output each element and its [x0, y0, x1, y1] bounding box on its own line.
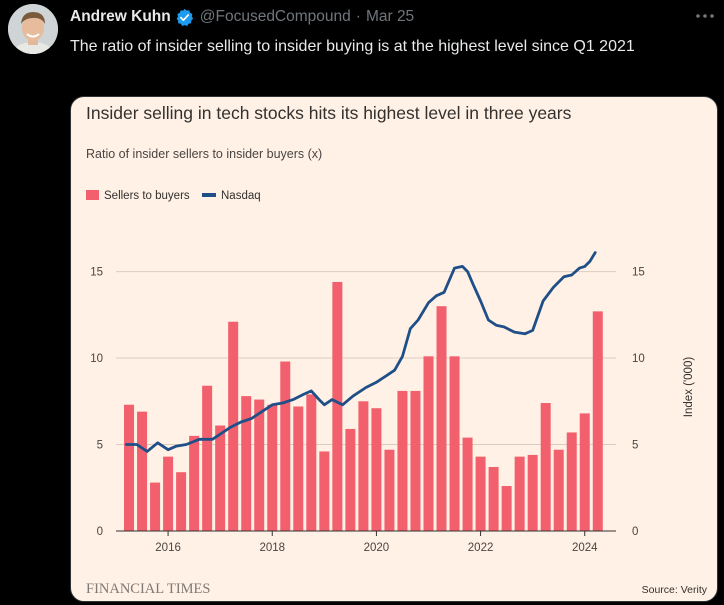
legend-line-swatch: [202, 193, 216, 197]
bar: [280, 361, 291, 531]
tweet-header: Andrew Kuhn @FocusedCompound · Mar 25: [70, 7, 414, 27]
bar: [566, 432, 577, 531]
ft-branding: FINANCIAL TIMES: [86, 581, 210, 597]
chart: Insider selling in tech stocks hits its …: [86, 103, 708, 597]
author-handle[interactable]: @FocusedCompound: [199, 8, 351, 25]
x-tick-label: 2016: [155, 542, 181, 554]
tweet-text: The ratio of insider selling to insider …: [70, 38, 635, 55]
bar: [215, 425, 226, 531]
bar: [124, 404, 135, 531]
bar: [163, 456, 174, 531]
chart-image-card[interactable]: Insider selling in tech stocks hits its …: [70, 96, 718, 602]
y-tick-label: 0: [97, 526, 103, 538]
verified-badge-icon: [176, 8, 193, 26]
y2-axis-label: Index ('000): [683, 357, 695, 418]
bar: [410, 390, 421, 531]
y2-tick-label: 5: [632, 440, 638, 452]
header-separator: ·: [355, 8, 361, 25]
y2-tick-label: 10: [632, 353, 645, 365]
x-tick-label: 2018: [259, 542, 285, 554]
more-options-icon[interactable]: [690, 6, 720, 26]
bar: [241, 396, 252, 531]
legend-bar-swatch: [86, 190, 99, 200]
bar: [202, 385, 213, 531]
bar: [449, 356, 460, 531]
bar: [475, 456, 486, 531]
legend-label-sellers: Sellers to buyers: [104, 190, 190, 202]
bar: [176, 472, 187, 531]
nasdaq-line: [125, 251, 597, 453]
bar: [514, 456, 525, 531]
bar: [371, 408, 382, 531]
bar: [462, 437, 473, 531]
chart-subtitle: Ratio of insider sellers to insider buye…: [86, 147, 322, 161]
x-tick-label: 2022: [468, 542, 494, 554]
tweet-date[interactable]: Mar 25: [365, 8, 415, 25]
y-tick-label: 10: [90, 353, 103, 365]
author-name[interactable]: Andrew Kuhn: [70, 8, 171, 25]
bar: [384, 449, 395, 531]
source-note: Source: Verity: [642, 584, 708, 596]
bar: [319, 451, 330, 531]
bar: [293, 406, 304, 531]
x-tick-label: 2024: [572, 542, 598, 554]
chart-title: Insider selling in tech stocks hits its …: [86, 103, 572, 123]
bar: [488, 467, 499, 531]
y2-tick-label: 15: [632, 267, 645, 279]
bar: [423, 356, 434, 531]
bar: [332, 281, 343, 531]
avatar[interactable]: [8, 4, 58, 54]
bar: [397, 390, 408, 531]
bar: [501, 486, 512, 531]
bar: [254, 399, 265, 531]
bar: [436, 306, 447, 531]
bar: [150, 482, 161, 531]
bar: [306, 394, 317, 531]
y-tick-label: 15: [90, 267, 103, 279]
bar: [540, 403, 551, 531]
bar: [527, 454, 538, 531]
bar: [137, 411, 148, 531]
bar: [358, 401, 369, 531]
bar: [579, 413, 590, 531]
bar: [553, 449, 564, 531]
y-tick-label: 5: [97, 440, 103, 452]
chart-legend: Sellers to buyers Nasdaq: [86, 190, 261, 202]
bar: [189, 435, 200, 531]
bar: [592, 311, 603, 531]
y2-tick-label: 0: [632, 526, 638, 538]
x-tick-label: 2020: [364, 542, 390, 554]
bar: [267, 404, 278, 531]
bar: [345, 428, 356, 531]
legend-label-nasdaq: Nasdaq: [221, 190, 261, 202]
